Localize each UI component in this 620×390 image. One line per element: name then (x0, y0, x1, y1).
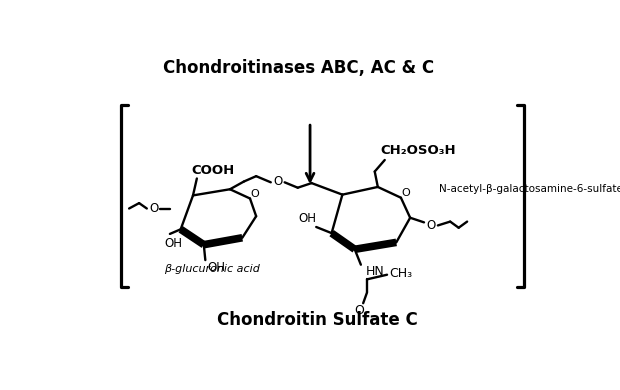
Text: O: O (355, 305, 365, 317)
Text: OH: OH (207, 261, 225, 274)
Text: Chondroitinases ABC, AC & C: Chondroitinases ABC, AC & C (163, 59, 434, 77)
Text: N-acetyl-β-galactosamine-6-sulfate: N-acetyl-β-galactosamine-6-sulfate (440, 184, 620, 194)
Text: CH₃: CH₃ (389, 267, 412, 280)
Text: COOH: COOH (192, 164, 234, 177)
Text: OH: OH (164, 237, 182, 250)
Text: HN: HN (365, 265, 384, 278)
Text: O: O (401, 188, 410, 198)
Text: O: O (273, 175, 282, 188)
Text: Chondroitin Sulfate C: Chondroitin Sulfate C (218, 311, 418, 329)
Text: O: O (427, 219, 436, 232)
Text: O: O (149, 202, 158, 215)
Text: OH: OH (298, 212, 316, 225)
Text: CH₂OSO₃H: CH₂OSO₃H (380, 144, 456, 157)
Text: β-glucuronic acid: β-glucuronic acid (164, 264, 259, 273)
Text: O: O (250, 189, 259, 199)
